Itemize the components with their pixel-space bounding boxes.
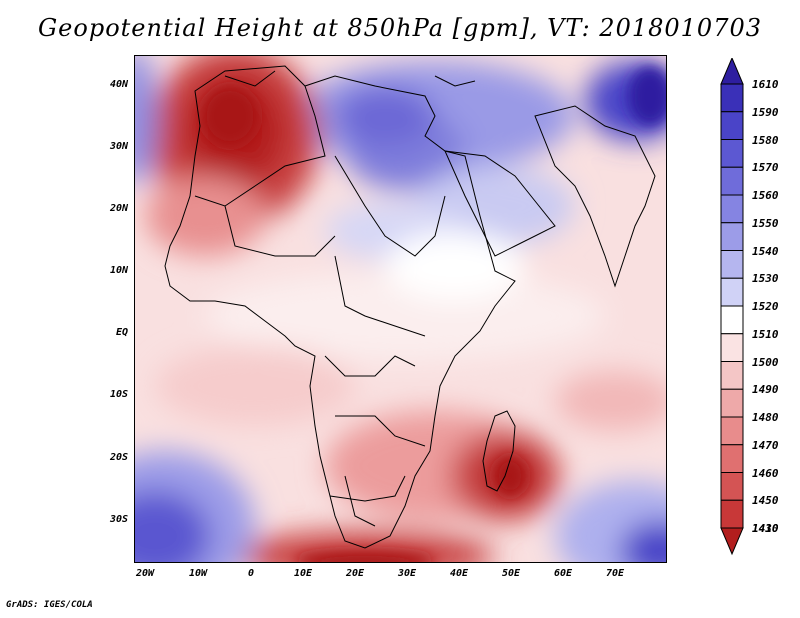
lon-label: 30E xyxy=(397,568,417,579)
lon-label: 10W xyxy=(188,568,208,579)
colorbar-label: 1410 xyxy=(752,522,779,535)
colorbar-label: 1560 xyxy=(752,189,779,202)
colorbar-swatch xyxy=(720,305,744,335)
lon-label: 60E xyxy=(553,568,573,579)
colorbar-label: 1460 xyxy=(752,466,779,480)
lon-label: 20E xyxy=(345,568,365,579)
colorbar-label: 1570 xyxy=(752,161,779,175)
colorbar-swatch xyxy=(720,416,744,446)
credit-text: GrADS: IGES/COLA xyxy=(6,600,93,610)
lat-label: 20S xyxy=(109,452,128,463)
colorbar-swatch xyxy=(720,166,744,196)
colorbar-label: 1580 xyxy=(752,133,779,147)
height-field-detail xyxy=(202,66,666,562)
colorbar-swatch xyxy=(720,444,744,473)
colorbar-bottom-arrow xyxy=(720,527,744,556)
colorbar-swatch xyxy=(720,250,744,279)
lon-label: 0 xyxy=(247,568,255,579)
colorbar-swatch xyxy=(720,139,744,168)
colorbar-label: 1510 xyxy=(752,327,779,341)
colorbar-swatch xyxy=(720,277,744,307)
colorbar-top-arrow xyxy=(720,58,744,85)
lon-label: 20W xyxy=(135,568,155,579)
colorbar-label: 1520 xyxy=(752,300,779,313)
lat-label: 10S xyxy=(109,389,128,400)
colorbar-label: 1490 xyxy=(752,383,779,397)
colorbar-label: 1530 xyxy=(752,272,779,286)
colorbar-label: 1450 xyxy=(752,494,779,508)
coastlines xyxy=(164,65,656,549)
map-canvas xyxy=(135,56,666,562)
colorbar-swatch xyxy=(720,388,744,418)
colorbar-label: 1470 xyxy=(752,438,779,452)
colorbar xyxy=(720,58,744,556)
colorbar-label: 1500 xyxy=(752,355,779,369)
map-panel xyxy=(134,55,667,563)
colorbar-label: 1480 xyxy=(752,411,779,424)
colorbar-swatch xyxy=(720,361,744,390)
colorbar-label: 1430 xyxy=(752,522,779,535)
lon-label: 40E xyxy=(449,568,469,579)
colorbar-swatch xyxy=(720,111,744,140)
lat-label: 20N xyxy=(109,203,128,214)
colorbar-label: 1540 xyxy=(752,244,779,258)
lat-label: EQ xyxy=(115,327,128,338)
lat-label: 30S xyxy=(109,514,128,525)
chart-title: Geopotential Height at 850hPa [gpm], VT:… xyxy=(38,14,762,42)
colorbar-swatch xyxy=(720,194,744,224)
lat-label: 10N xyxy=(109,265,128,276)
colorbar-label: 1550 xyxy=(752,216,779,230)
colorbar-swatch xyxy=(720,333,744,362)
colorbar-swatch xyxy=(720,222,744,251)
colorbar-label: 1590 xyxy=(752,105,779,119)
lon-label: 70E xyxy=(605,568,625,579)
lat-label: 40N xyxy=(109,79,128,90)
lon-label: 50E xyxy=(501,568,521,579)
lon-label: 10E xyxy=(293,568,313,579)
colorbar-swatch xyxy=(720,83,744,113)
colorbar-label: 1610 xyxy=(752,78,779,91)
colorbar-swatch xyxy=(720,472,744,501)
lat-label: 30N xyxy=(109,141,128,152)
colorbar-swatch xyxy=(720,499,744,529)
